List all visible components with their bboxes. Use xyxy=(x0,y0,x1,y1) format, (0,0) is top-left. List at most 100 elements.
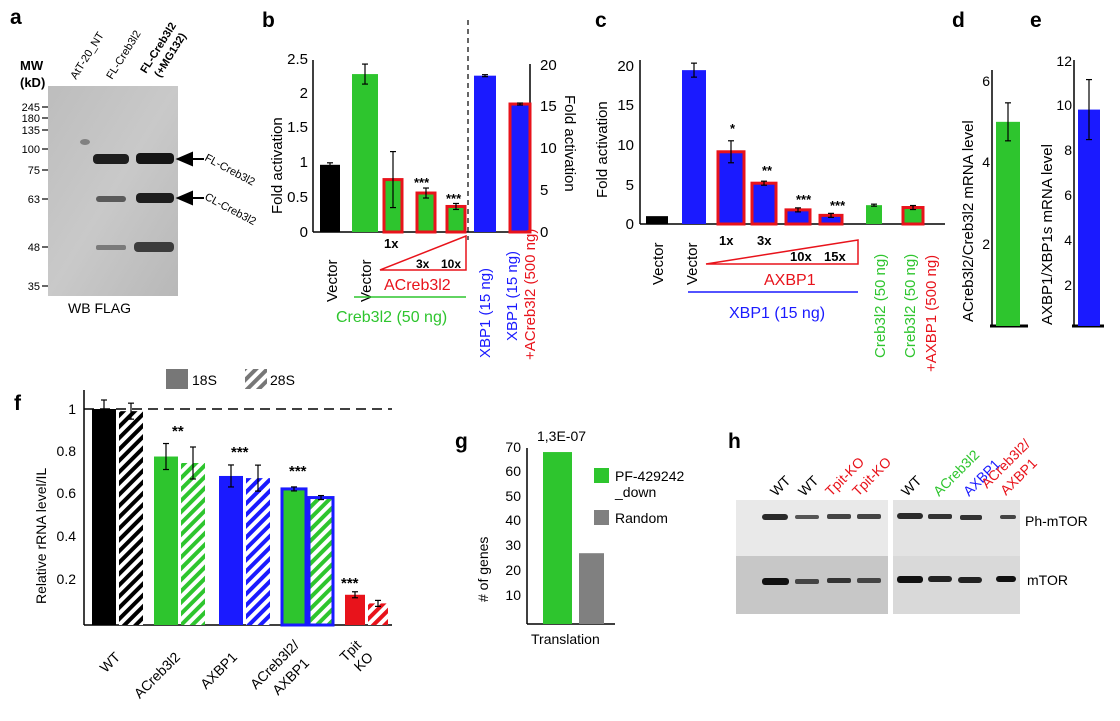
g-tick-70: 70 xyxy=(505,439,521,455)
g-pvalue: 1,3E-07 xyxy=(537,428,586,444)
h-lane-wt3: WT xyxy=(898,472,925,499)
f-bar-28s-4 xyxy=(368,603,388,625)
e-tick-12: 12 xyxy=(1056,53,1072,69)
e-tick-4: 4 xyxy=(1064,232,1072,248)
kd-label: (kD) xyxy=(20,75,45,90)
band-fl-lane2 xyxy=(93,154,129,164)
panel-letter-a: a xyxy=(10,6,22,29)
d-ylabel: ACreb3l2/Creb3l2 mRNA level xyxy=(960,120,977,322)
legend-18s-swatch xyxy=(166,369,188,389)
c-sig-10x: *** xyxy=(796,192,812,207)
c-dose-10x: 10x xyxy=(790,249,812,264)
e-tick-2: 2 xyxy=(1064,277,1072,293)
b-plus-label: +ACreb3l2 (500 ng) xyxy=(522,229,539,360)
f-tick-0.6: 0.6 xyxy=(57,485,77,501)
f-sig-combo: *** xyxy=(289,463,307,480)
g-tick-40: 40 xyxy=(505,512,521,528)
b-sig-10x: *** xyxy=(446,191,462,206)
f-sig-tpit: *** xyxy=(341,575,359,592)
g-bar-random xyxy=(579,553,604,624)
c-bar-3 xyxy=(750,181,778,226)
f-sig-axbp: *** xyxy=(231,444,249,461)
marker-35: 35 xyxy=(28,281,40,293)
marker-75: 75 xyxy=(28,165,40,177)
b-bar-Vector+Creb3l2 xyxy=(352,74,378,232)
h-lane-wt1: WT xyxy=(767,472,794,499)
panel-f: f 18S 28S 0.2 0.4 0.6 0.8 1 Relative rRN… xyxy=(14,369,392,701)
g-tick-30: 30 xyxy=(505,537,521,553)
panel-letter-h: h xyxy=(728,430,741,453)
c-dose-3x: 3x xyxy=(757,233,772,248)
band-fl-lane3 xyxy=(136,153,174,164)
d-tick-2: 2 xyxy=(982,236,990,252)
f-xlabel-acreb: ACreb3l2 xyxy=(131,649,184,702)
c-creb-label2: Creb3l2 (50 ng) xyxy=(902,254,919,358)
f-tick-0.2: 0.2 xyxy=(57,571,77,587)
b-xlabel-vector2: Vector xyxy=(358,259,375,302)
c-tick-5: 5 xyxy=(626,177,634,194)
arrow-label-cl: CL-Creb3l2 xyxy=(203,191,258,228)
b-bar-10x xyxy=(445,204,467,234)
b-tick-2.5: 2.5 xyxy=(287,51,308,68)
f-ylabel: Relative rRNA level/IL xyxy=(33,468,49,604)
h-band-ph-mtor: Ph-mTOR xyxy=(1025,513,1088,529)
f-bar-18s-2 xyxy=(219,475,243,625)
g-tick-50: 50 xyxy=(505,488,521,504)
c-tick-10: 10 xyxy=(617,137,634,154)
b-rtick-10: 10 xyxy=(540,140,557,157)
band-low-lane2 xyxy=(96,245,126,250)
b-dose-3x: 3x xyxy=(416,257,430,271)
c-axbp-label: AXBP1 xyxy=(764,272,816,289)
panel-c: c 0 5 10 15 20 Fold activation * ** *** … xyxy=(594,9,945,372)
e-tick-6: 6 xyxy=(1064,187,1072,203)
g-legend-random-swatch xyxy=(594,510,609,525)
panel-letter-f: f xyxy=(14,392,22,415)
b-bar-Vector xyxy=(320,164,340,232)
f-bar-28s-3 xyxy=(307,496,335,627)
b-xbp-label: XBP1 (15 ng) xyxy=(477,268,494,358)
b-dose-1x: 1x xyxy=(384,236,399,251)
lane-label-2: FL-Creb3l2 xyxy=(104,29,143,82)
f-bar-28s-0 xyxy=(119,411,143,625)
e-ylabel: AXBP1/XBP1s mRNA level xyxy=(1039,144,1056,325)
c-tick-15: 15 xyxy=(617,97,634,114)
panel-e: e 2 4 6 8 10 12 AXBP1/XBP1s mRNA level xyxy=(1030,9,1104,328)
b-xlabel-vector1: Vector xyxy=(324,259,341,302)
c-tick-20: 20 xyxy=(617,58,634,75)
g-legend-pf-swatch xyxy=(594,468,609,483)
h-blot-ph-left xyxy=(736,500,888,556)
b-rtick-15: 15 xyxy=(540,98,557,115)
b-xbp-label2: XBP1 (15 ng) xyxy=(504,251,521,341)
c-xbp-label: XBP1 (15 ng) xyxy=(729,305,825,322)
h-band-mtor: mTOR xyxy=(1027,572,1068,588)
b-ylabel: Fold activation xyxy=(269,117,286,214)
d-bar xyxy=(996,121,1020,326)
b-rtick-0: 0 xyxy=(540,224,548,241)
panel-h: h WT WT Tpit-KO Tpit-KO WT ACreb3l2 AXBP… xyxy=(728,430,1088,614)
b-bar-3x xyxy=(415,191,437,234)
panel-b: b 0 0.5 1 1.5 2 2.5 Fold activation 0 5 … xyxy=(262,9,578,360)
g-legend-random: Random xyxy=(615,510,668,526)
marker-135: 135 xyxy=(22,125,40,137)
c-plus-label: +AXBP1 (500 ng) xyxy=(923,255,940,372)
c-bar-1 xyxy=(682,70,706,224)
panel-letter-g: g xyxy=(455,430,468,453)
h-blot-m-left xyxy=(736,556,888,614)
c-sig-15x: *** xyxy=(830,198,846,213)
marker-48: 48 xyxy=(28,242,40,254)
f-xlabel-wt: WT xyxy=(96,648,123,675)
b-rtick-20: 20 xyxy=(540,57,557,74)
f-bar-18s-3 xyxy=(280,487,308,627)
g-xlabel: Translation xyxy=(531,631,600,647)
panel-d: d 2 4 6 ACreb3l2/Creb3l2 mRNA level xyxy=(952,9,1028,328)
b-bar-right-0 xyxy=(474,75,496,232)
e-tick-10: 10 xyxy=(1056,97,1072,113)
panel-letter-c: c xyxy=(595,9,607,32)
g-bar-pf xyxy=(543,452,572,624)
b-tick-2: 2 xyxy=(300,85,308,102)
marker-245: 245 xyxy=(22,102,40,114)
b-tick-0.5: 0.5 xyxy=(287,189,308,206)
b-tick-1.5: 1.5 xyxy=(287,119,308,136)
c-xlabel-vector2: Vector xyxy=(684,242,701,285)
b-acreb-label: ACreb3l2 xyxy=(384,277,451,294)
